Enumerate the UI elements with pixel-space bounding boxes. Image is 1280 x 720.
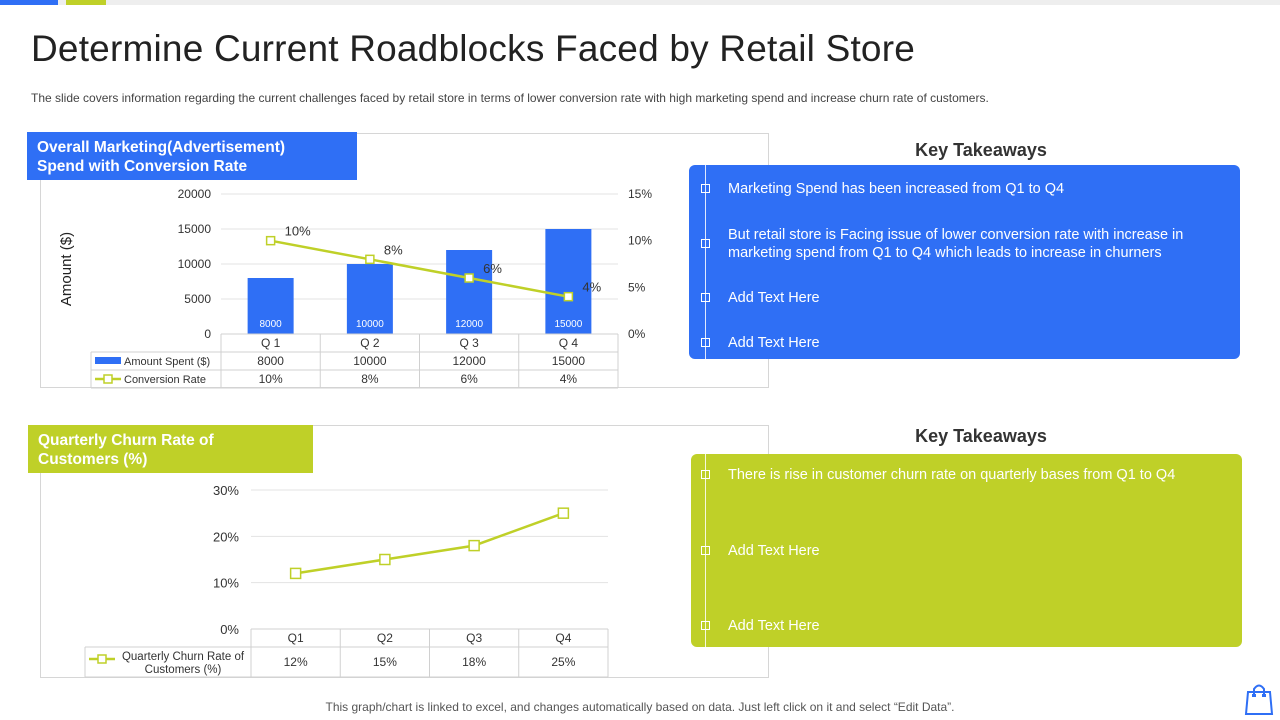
x-tick-label: Q 3 [459,336,479,350]
legend-label: Quarterly Churn Rate of [122,651,245,663]
y-tick-label: 10000 [178,257,212,271]
takeaway-text: Add Text Here [728,335,820,351]
bar [346,264,393,334]
table-cell: 8% [361,372,379,386]
y-tick-label: 0 [204,327,211,341]
key-takeaways-title-2: Key Takeaways [915,426,1047,446]
table-cell: 10% [259,372,283,386]
line-marker [464,273,474,283]
table-cell: 10000 [353,354,387,368]
legend-label: Conversion Rate [124,374,206,386]
takeaway-text: Marketing Spend has been increased from … [728,181,1065,197]
square-bullet-icon [701,239,710,248]
table-cell: 8000 [257,354,284,368]
accent-segment-blue [0,0,58,5]
timeline-line [705,165,706,359]
key-takeaways-title-1: Key Takeaways [915,140,1047,160]
table-cell: 12000 [452,354,486,368]
churn-chart-label-line1: Quarterly Churn Rate of [38,432,214,449]
takeaway-text: Add Text Here [728,543,820,559]
x-tick-label: Q 1 [261,336,281,350]
churn-rate-chart[interactable]: 30% 20% 10% 0% Q1 12% Q2 15% Q3 18% Q4 25% Quarterly… [41,426,770,679]
marketing-spend-chart[interactable]: 20000 15000 10000 5000 0 15% 10% 5% 0% Amount ($)… [41,134,770,389]
line-marker [289,567,302,580]
legend-label: Amount Spent ($) [124,356,210,368]
x-tick-label: Q 2 [360,336,380,350]
square-bullet-icon [701,621,710,630]
table-cell: 25% [551,655,575,669]
y-tick-label: 5000 [184,292,211,306]
churn-rate-line [295,511,564,575]
bar-value-label: 12000 [455,319,483,330]
bar [247,278,294,334]
x-tick-label: Q 4 [559,336,579,350]
shopping-bag-icon [1244,684,1274,715]
line-marker [468,539,480,552]
page-subtitle: The slide covers information regarding t… [31,91,989,105]
square-bullet-icon [701,184,710,193]
square-bullet-icon [701,546,710,555]
x-tick-label: Q3 [466,631,482,645]
legend-label: Customers (%) [145,664,222,676]
square-bullet-icon [701,470,710,479]
line-marker [265,235,276,246]
y-tick-label: 10% [213,576,239,591]
bar-value-label: 15000 [554,319,582,330]
legend-key-bar [95,357,121,364]
y2-tick-label: 5% [628,280,646,294]
bar-value-label: 10000 [356,319,384,330]
x-tick-label: Q1 [288,631,304,645]
y-tick-label: 15000 [178,222,212,236]
footer-note: This graph/chart is linked to excel, and… [325,700,955,714]
y2-tick-label: 0% [628,327,646,341]
accent-segment-green [66,0,106,5]
x-tick-label: Q4 [555,631,571,645]
y2-tick-label: 15% [628,187,652,201]
churn-chart-label-line2: Customers (%) [38,451,148,468]
table-cell: 15000 [552,354,586,368]
line-marker [563,291,574,302]
churn-chart-label: Quarterly Churn Rate of Customers (%) [28,425,313,473]
y-tick-label: 20000 [178,187,212,201]
line-value-label: 10% [285,224,311,239]
y-tick-label: 0% [220,622,239,637]
top-accent-bar [0,0,1280,5]
marketing-chart-panel[interactable]: 20000 15000 10000 5000 0 15% 10% 5% 0% Amount ($)… [40,133,770,389]
line-value-label: 6% [483,261,502,276]
y-tick-label: 30% [213,483,239,498]
legend-key-marker [97,654,107,664]
table-cell: 12% [284,655,308,669]
takeaway-text: Add Text Here [728,290,820,306]
x-tick-label: Q2 [377,631,393,645]
marketing-chart-label-line1: Overall Marketing(Advertisement) [37,139,286,156]
square-bullet-icon [701,338,710,347]
legend-key-marker [103,374,113,384]
square-bullet-icon [701,293,710,302]
bar [545,229,592,334]
bar [446,250,493,334]
line-value-label: 8% [384,242,403,257]
line-marker [557,507,570,519]
marketing-chart-label: Overall Marketing(Advertisement) Spend w… [27,132,357,180]
takeaway-text: There is rise in customer churn rate on … [728,467,1176,483]
table-cell: 18% [462,655,486,669]
y-tick-label: 20% [213,529,239,544]
timeline-line [705,454,706,647]
page-title: Determine Current Roadblocks Faced by Re… [31,28,915,69]
y-axis-title: Amount ($) [58,232,75,306]
marketing-chart-label-line2: Spend with Conversion Rate [37,158,248,175]
y2-tick-label: 10% [628,234,652,248]
table-cell: 6% [460,372,478,386]
takeaway-text: But retail store is Facing issue of lowe… [728,227,1184,261]
line-value-label: 4% [582,280,601,295]
key-takeaways-box-2: There is rise in customer churn rate on … [691,454,1242,647]
line-marker [379,553,391,566]
table-cell: 4% [560,372,578,386]
key-takeaways-box-1: Marketing Spend has been increased from … [689,165,1240,359]
takeaway-text: Add Text Here [728,618,820,634]
table-cell: 15% [373,655,397,669]
bar-value-label: 8000 [260,319,283,330]
conversion-rate-line [270,239,569,298]
line-marker [365,254,375,265]
